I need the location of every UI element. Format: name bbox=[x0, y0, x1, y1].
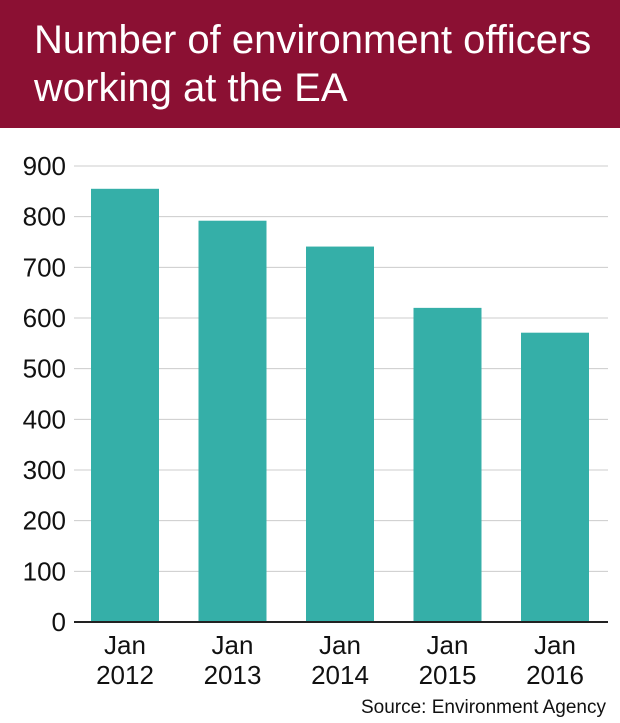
chart-title: Number of environment officers working a… bbox=[34, 18, 592, 110]
y-tick-label: 800 bbox=[23, 202, 66, 232]
y-tick-label: 600 bbox=[23, 303, 66, 333]
x-tick-label-line: 2014 bbox=[311, 660, 369, 690]
source-note: Source: Environment Agency bbox=[360, 697, 606, 718]
bars bbox=[91, 188, 589, 623]
x-tick-label-line: 2012 bbox=[96, 660, 154, 690]
x-tick-label-line: Jan bbox=[534, 630, 576, 660]
x-tick-label-line: Jan bbox=[319, 630, 361, 660]
bar bbox=[91, 188, 159, 623]
x-tick-label-line: Jan bbox=[104, 630, 146, 660]
x-tick-label: Jan 2013 bbox=[204, 630, 262, 690]
y-tick-label: 400 bbox=[23, 404, 66, 434]
bar bbox=[198, 220, 267, 622]
x-tick-label-line: Jan bbox=[427, 630, 469, 660]
y-tick-label: 700 bbox=[23, 252, 66, 282]
y-tick-label: 300 bbox=[23, 455, 66, 485]
x-tick-label-line: 2013 bbox=[204, 660, 262, 690]
x-tick-label: Jan 2014 bbox=[311, 630, 369, 690]
x-tick-label: Jan 2012 bbox=[96, 630, 154, 690]
bar bbox=[521, 332, 589, 622]
x-tick-label-line: 2015 bbox=[419, 660, 477, 690]
y-tick-labels: 0 100 200 300 400 500 600 700 800 900 bbox=[23, 151, 66, 637]
bar bbox=[413, 307, 482, 622]
header-banner: Number of environment officers working a… bbox=[0, 0, 620, 128]
bar bbox=[306, 246, 374, 622]
y-tick-label: 100 bbox=[23, 556, 66, 586]
x-tick-label-line: 2016 bbox=[526, 660, 584, 690]
y-tick-label: 900 bbox=[23, 151, 66, 181]
y-tick-label: 0 bbox=[52, 607, 66, 637]
x-tick-label: Jan 2015 bbox=[419, 630, 477, 690]
y-tick-label: 200 bbox=[23, 506, 66, 536]
x-tick-label: Jan 2016 bbox=[526, 630, 584, 690]
y-tick-label: 500 bbox=[23, 354, 66, 384]
x-tick-label-line: Jan bbox=[212, 630, 254, 660]
